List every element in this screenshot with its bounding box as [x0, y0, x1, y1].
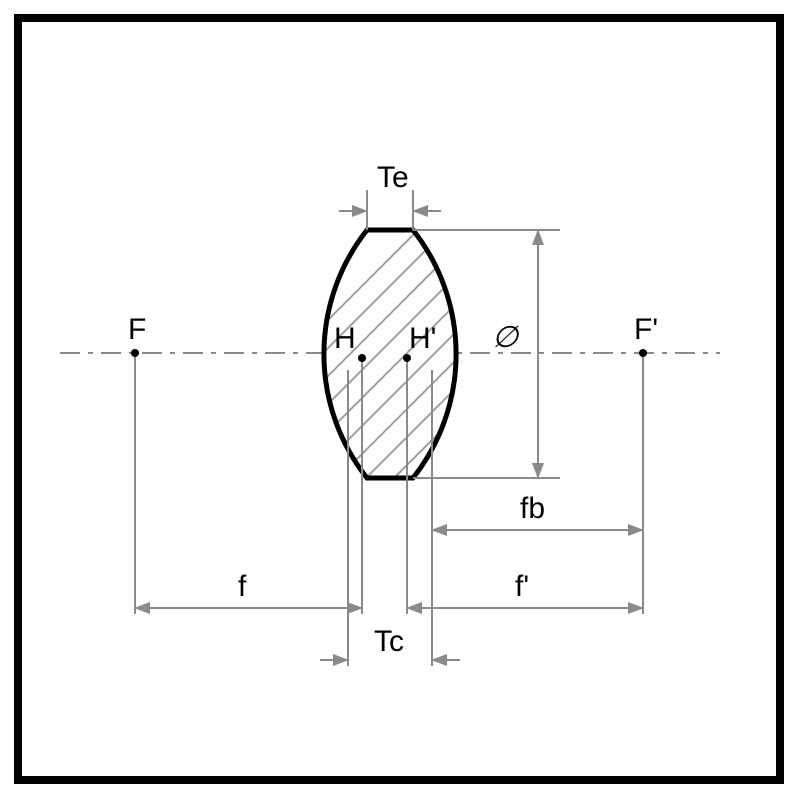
label-h-point: H — [334, 322, 356, 356]
label-tc: Tc — [374, 625, 404, 659]
label-fb: fb — [520, 492, 545, 526]
label-f-prime-point: F' — [634, 313, 658, 347]
dimension-te — [339, 190, 441, 230]
lens-diagram-svg — [0, 0, 800, 800]
label-f: f — [238, 570, 246, 604]
label-diameter: ∅ — [492, 320, 518, 355]
label-te: Te — [377, 161, 409, 195]
label-f-point: F — [128, 313, 146, 347]
label-f-prime: f' — [515, 570, 529, 604]
label-h-prime-point: H' — [409, 322, 436, 356]
